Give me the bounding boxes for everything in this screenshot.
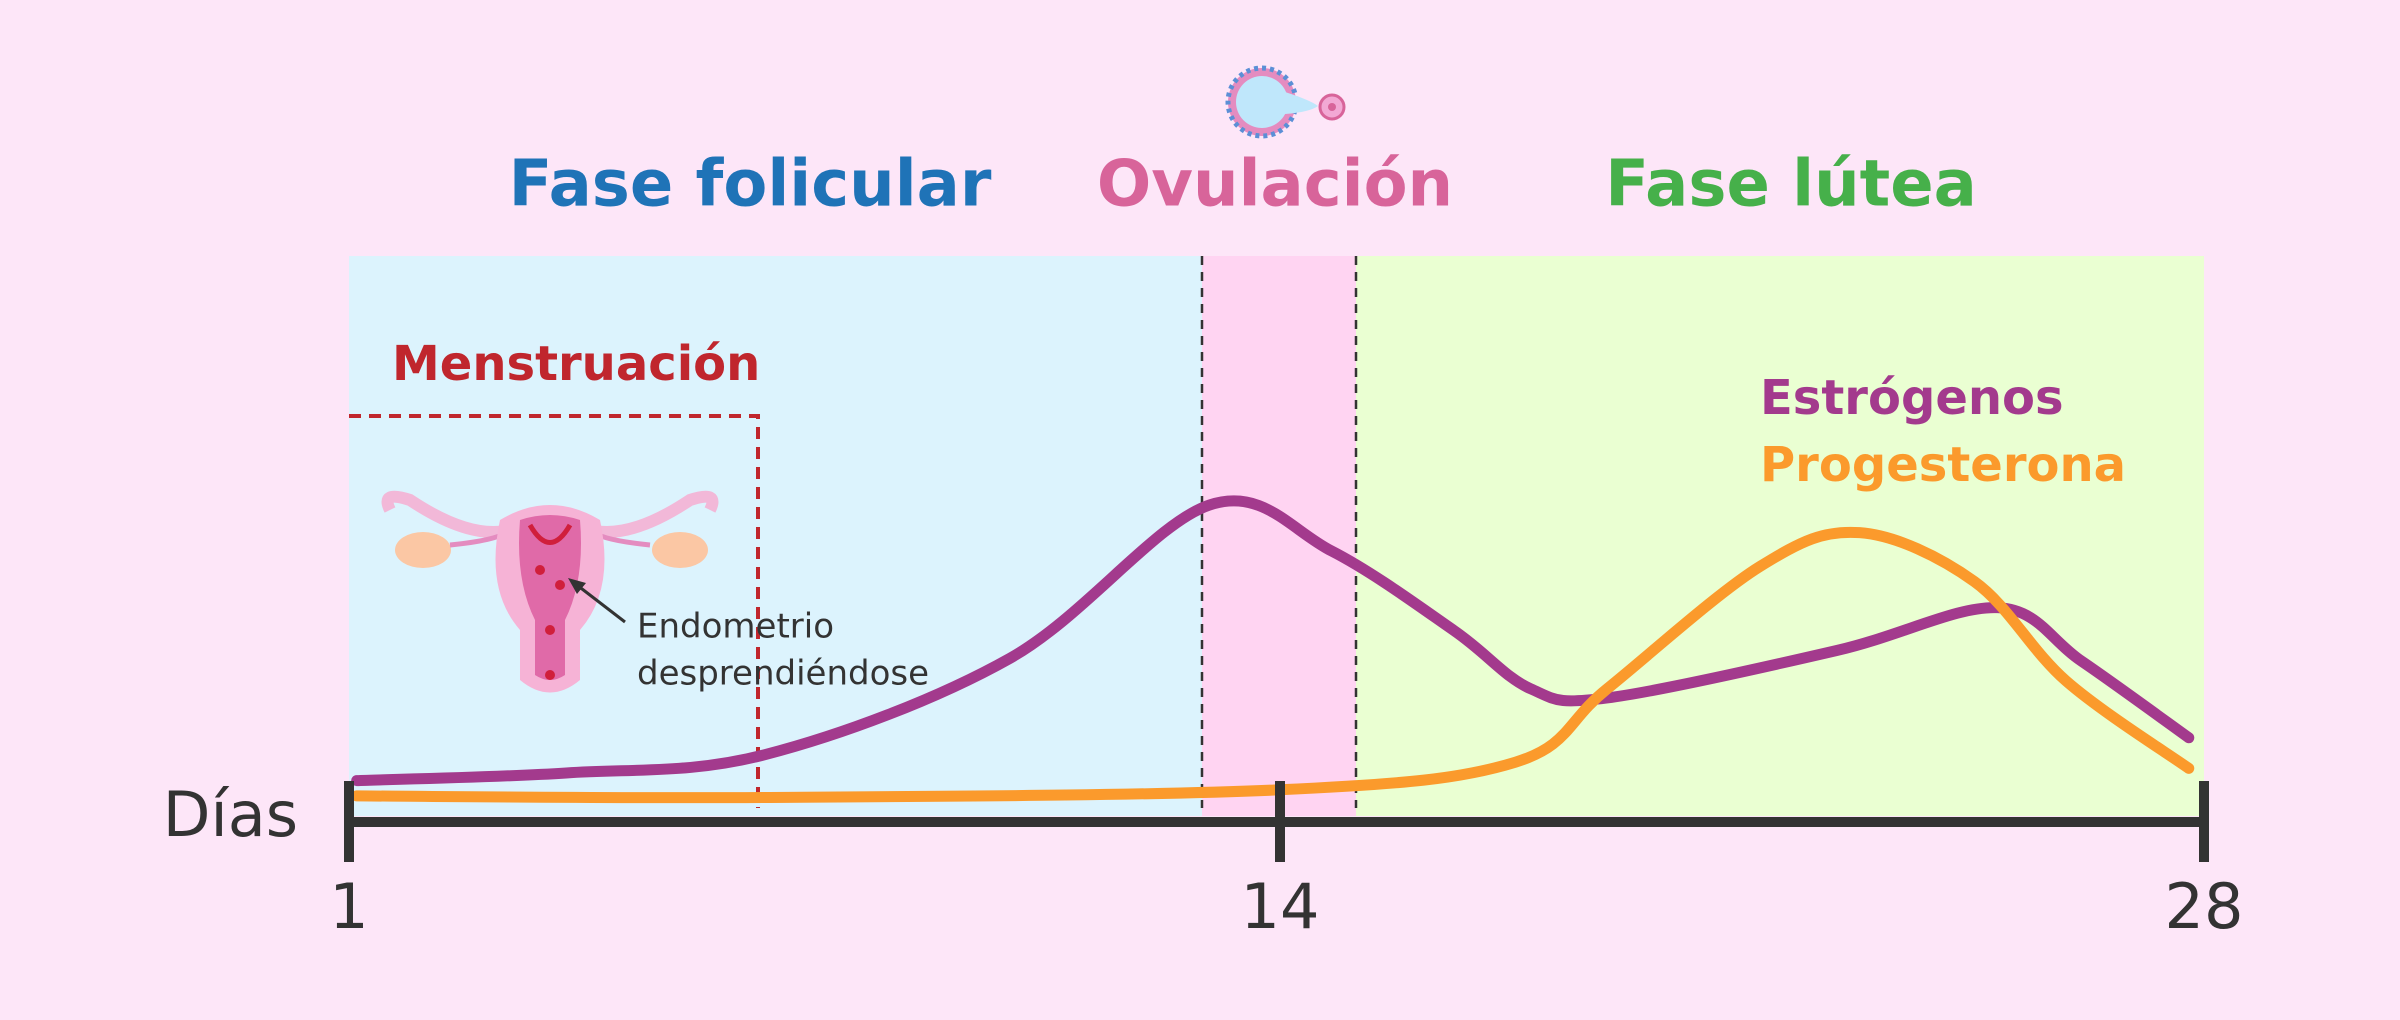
annotation-arrow	[572, 580, 626, 624]
menstruation-label: Menstruación	[392, 336, 760, 392]
ovulation-heading: Ovulación	[1097, 148, 1453, 222]
annotation-arrowhead	[568, 578, 586, 594]
legend-entry: Progesterona	[1760, 437, 2126, 493]
menstruation-bracket	[349, 414, 760, 808]
tick-label: 1	[329, 870, 368, 943]
luteal-region	[1356, 256, 2204, 816]
axis-label: Días	[163, 778, 298, 851]
tick-label: 14	[1241, 870, 1320, 943]
follicular-heading: Fase folicular	[509, 148, 992, 222]
ovulation-icon	[1225, 65, 1346, 139]
legend-entry: Estrógenos	[1760, 370, 2064, 426]
annotation-text: desprendiéndose	[637, 654, 929, 694]
luteal-heading: Fase lútea	[1605, 148, 1977, 222]
ovulation-region	[1202, 256, 1356, 816]
tick-label: 28	[2165, 870, 2244, 943]
progesterone-curve	[351, 526, 2195, 804]
estrogen-curve	[351, 495, 2195, 787]
annotation-text: Endometrio	[637, 607, 834, 647]
uterus-illustration	[381, 490, 719, 693]
